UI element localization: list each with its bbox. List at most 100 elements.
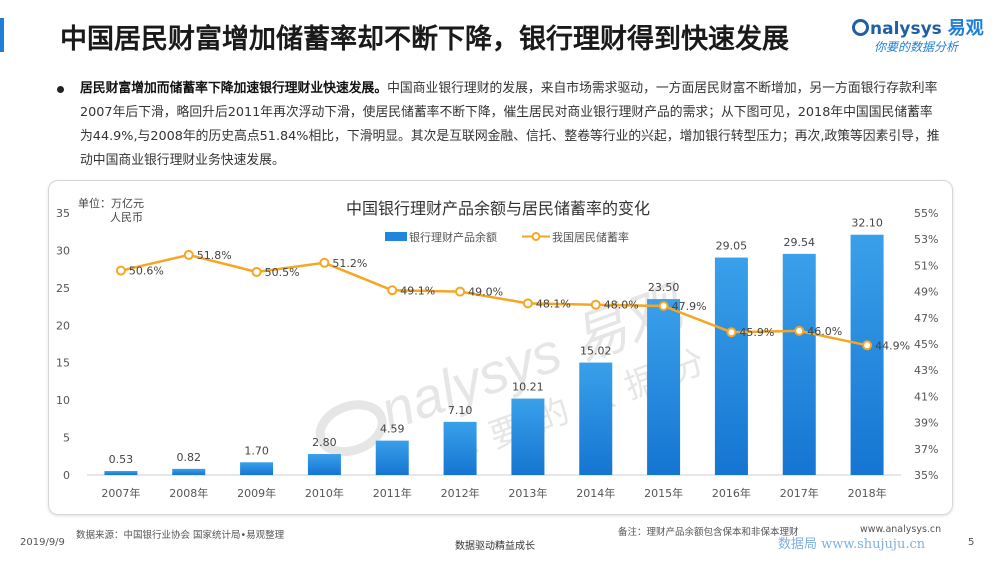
line-value-label: 44.9% — [875, 339, 910, 352]
unit-label-line1: 单位：万亿元 — [78, 196, 144, 210]
line-value-label: 48.0% — [604, 299, 639, 312]
bar — [172, 468, 206, 475]
line-value-label: 48.1% — [536, 297, 571, 310]
report-date: 2019/9/9 — [20, 537, 65, 548]
line-point — [251, 266, 262, 277]
line-point — [455, 286, 466, 297]
page-title: 中国居民财富增加储蓄率却不断下降，银行理财得到快速发展 — [60, 24, 789, 55]
logo-wordmark: nalysys 易观 — [852, 14, 984, 40]
analysys-logo: nalysys 易观 你要的数据分析 — [848, 14, 988, 62]
x-tick-label: 2016年 — [712, 486, 751, 500]
y-right-tick-label: 35% — [914, 469, 938, 482]
x-tick-label: 2012年 — [441, 486, 480, 500]
line-value-label: 51.8% — [197, 249, 232, 262]
line-value-label: 47.9% — [672, 300, 707, 313]
title-accent-bar — [0, 18, 4, 52]
bar-value-label: 0.82 — [177, 451, 202, 464]
y-left-tick-label: 15 — [56, 357, 70, 370]
line-point — [319, 257, 330, 268]
savings-rate-line — [120, 253, 868, 347]
logo-o-icon — [852, 19, 869, 36]
bar — [579, 362, 613, 475]
y-right-tick-label: 37% — [914, 443, 938, 456]
line-point — [862, 340, 873, 351]
x-tick-label: 2008年 — [169, 486, 208, 500]
data-source: 数据来源：中国银行业协会 国家统计局•易观整理 — [76, 530, 285, 541]
unit-label-line2: 人民币 — [110, 211, 143, 224]
logo-tagline: 你要的数据分析 — [874, 40, 959, 54]
line-point — [522, 298, 533, 309]
site-url[interactable]: www.analysys.cn — [860, 524, 942, 535]
legend-bar-label: 银行理财产品余额 — [409, 230, 497, 244]
watermark-o-icon — [315, 400, 387, 457]
bar — [511, 398, 545, 475]
y-right-tick-label: 49% — [914, 286, 938, 299]
line-point — [658, 301, 669, 312]
y-left-tick-label: 30 — [56, 244, 70, 257]
summary-paragraph: 居民财富增加而储蓄率下降加速银行理财业快速发展。中国商业银行理财的发展，来自市场… — [80, 77, 943, 173]
bar-value-label: 7.10 — [448, 404, 473, 417]
footer-slogan: 数据驱动精益成长 — [455, 541, 535, 552]
x-tick-label: 2017年 — [780, 486, 819, 500]
bar-value-label: 1.70 — [244, 444, 269, 457]
y-right-tick-label: 55% — [914, 207, 938, 220]
x-tick-label: 2011年 — [373, 486, 412, 500]
summary-lead: 居民财富增加而储蓄率下降加速银行理财业快速发展。 — [80, 81, 388, 96]
line-point — [387, 285, 398, 296]
summary-body: 中国商业银行理财的发展，来自市场需求驱动，一方面居民财富不断增加，另一方面银行存… — [80, 81, 940, 168]
line-value-label: 49.1% — [400, 284, 435, 297]
y-left-tick-label: 0 — [63, 469, 70, 482]
site-watermark: 数据局 www.shujuju.cn — [778, 537, 926, 552]
y-left-tick-label: 10 — [56, 394, 70, 407]
line-point — [183, 249, 194, 260]
bar-value-label: 32.10 — [851, 217, 883, 230]
y-right-tick-label: 47% — [914, 312, 938, 325]
bar — [850, 234, 884, 475]
chart-note: 备注：理财产品余额包含保本和非保本理财 — [618, 527, 799, 538]
legend-line-label: 我国居民储蓄率 — [552, 230, 629, 244]
y-right-tick-label: 41% — [914, 390, 938, 403]
chart-frame — [48, 180, 953, 515]
line-point — [590, 299, 601, 310]
bar — [307, 454, 341, 475]
x-tick-label: 2018年 — [848, 486, 887, 500]
logo-cn: 易观 — [947, 18, 984, 39]
y-right-tick-label: 45% — [914, 338, 938, 351]
x-tick-label: 2013年 — [508, 486, 547, 500]
y-left-tick-label: 5 — [63, 432, 70, 445]
line-value-label: 50.5% — [265, 266, 300, 279]
y-right-tick-label: 51% — [914, 259, 938, 272]
y-right-tick-label: 53% — [914, 233, 938, 246]
legend-bar-swatch — [385, 232, 407, 241]
y-left-tick-label: 25 — [56, 282, 70, 295]
line-value-label: 50.6% — [129, 265, 164, 278]
x-tick-label: 2009年 — [237, 486, 276, 500]
line-point — [726, 327, 737, 338]
bar-value-label: 29.54 — [784, 236, 816, 249]
line-value-label: 45.9% — [739, 326, 774, 339]
bar-value-label: 15.02 — [580, 345, 612, 358]
bar — [104, 471, 138, 475]
x-tick-label: 2010年 — [305, 486, 344, 500]
bar-value-label: 29.05 — [716, 240, 748, 253]
line-point — [115, 265, 126, 276]
page-number: 5 — [968, 537, 975, 548]
bar-value-label: 10.21 — [512, 381, 544, 394]
bar — [240, 462, 274, 475]
y-right-tick-label: 43% — [914, 364, 938, 377]
y-right-tick-label: 39% — [914, 417, 938, 430]
y-left-tick-label: 20 — [56, 319, 70, 332]
bar — [782, 253, 816, 475]
chart-title: 中国银行理财产品余额与居民储蓄率的变化 — [346, 199, 650, 218]
bar — [647, 299, 681, 475]
legend-line-marker — [531, 232, 541, 241]
bar — [714, 257, 748, 475]
x-tick-label: 2015年 — [644, 486, 683, 500]
logo-text: nalysys — [870, 19, 942, 39]
y-left-tick-label: 35 — [56, 207, 70, 220]
bar — [375, 440, 409, 475]
bar-value-label: 0.53 — [109, 453, 134, 466]
chart-legend: 银行理财产品余额 我国居民储蓄率 — [385, 230, 629, 244]
line-point — [794, 325, 805, 336]
